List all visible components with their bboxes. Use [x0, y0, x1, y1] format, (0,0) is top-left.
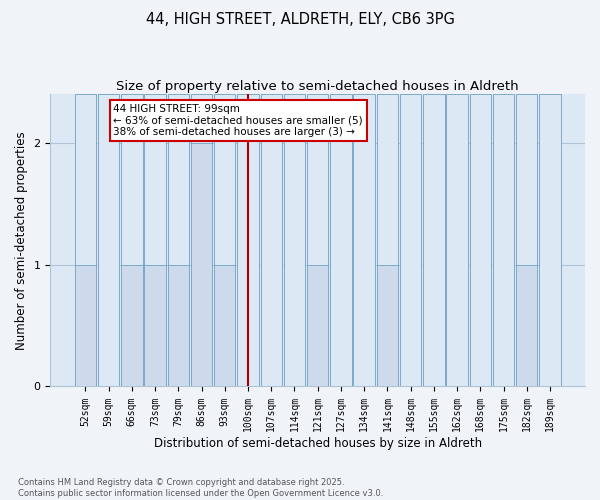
Title: Size of property relative to semi-detached houses in Aldreth: Size of property relative to semi-detach…: [116, 80, 519, 93]
Bar: [446, 94, 468, 386]
Bar: [423, 94, 445, 386]
Bar: [470, 94, 491, 386]
Bar: [214, 264, 235, 386]
Bar: [260, 94, 282, 386]
Bar: [493, 94, 514, 386]
Bar: [516, 264, 538, 386]
Bar: [238, 94, 259, 386]
Bar: [167, 264, 189, 386]
Bar: [377, 264, 398, 386]
Bar: [75, 94, 96, 386]
Bar: [307, 94, 328, 386]
Bar: [377, 94, 398, 386]
Text: 44, HIGH STREET, ALDRETH, ELY, CB6 3PG: 44, HIGH STREET, ALDRETH, ELY, CB6 3PG: [146, 12, 454, 28]
X-axis label: Distribution of semi-detached houses by size in Aldreth: Distribution of semi-detached houses by …: [154, 437, 482, 450]
Text: Contains HM Land Registry data © Crown copyright and database right 2025.
Contai: Contains HM Land Registry data © Crown c…: [18, 478, 383, 498]
Bar: [75, 264, 96, 386]
Bar: [400, 94, 421, 386]
Bar: [98, 94, 119, 386]
Bar: [191, 94, 212, 386]
Bar: [330, 94, 352, 386]
Bar: [214, 94, 235, 386]
Y-axis label: Number of semi-detached properties: Number of semi-detached properties: [15, 131, 28, 350]
Bar: [167, 94, 189, 386]
Text: 44 HIGH STREET: 99sqm
← 63% of semi-detached houses are smaller (5)
38% of semi-: 44 HIGH STREET: 99sqm ← 63% of semi-deta…: [113, 104, 363, 137]
Bar: [145, 94, 166, 386]
Bar: [145, 264, 166, 386]
Bar: [307, 264, 328, 386]
Bar: [121, 264, 143, 386]
Bar: [539, 94, 561, 386]
Bar: [516, 94, 538, 386]
Bar: [121, 94, 143, 386]
Bar: [284, 94, 305, 386]
Bar: [353, 94, 375, 386]
Bar: [191, 143, 212, 386]
